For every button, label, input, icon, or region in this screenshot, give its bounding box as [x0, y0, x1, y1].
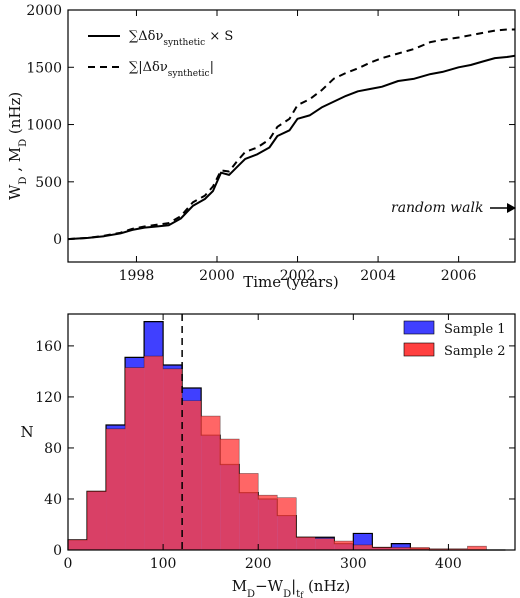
bar-sample-2	[68, 539, 88, 550]
bar-sample-2	[125, 367, 145, 550]
bottom-x-ticks: 0 100 200 300 400	[64, 314, 462, 572]
bar-sample-2	[277, 497, 297, 550]
random-walk-arrowhead	[507, 203, 516, 213]
top-chart: 0 500 1000 1500 2000 1998 2000 2002 2004 2006 ∑Δ…	[6, 3, 516, 291]
bottom-y-tick-label: 80	[44, 441, 62, 457]
bar-sample-2	[87, 491, 107, 550]
top-x-tick-label: 2004	[360, 268, 396, 284]
bottom-y-ticks: 0 40 80 120 160	[35, 339, 515, 559]
bottom-chart: 0 40 80 120 160 0 100 200 300 400 Sample 1 Sampl…	[20, 313, 516, 598]
top-x-axis-label: Time (years)	[243, 273, 339, 291]
bar-sample-2	[239, 473, 259, 550]
top-x-tick-label: 1998	[119, 268, 155, 284]
legend-label-solid: ∑Δδνsynthetic × S	[129, 29, 233, 48]
step-outline-sample-2	[67, 355, 506, 551]
bar-sample-2	[391, 547, 411, 550]
bar-sample-2	[163, 368, 183, 550]
bottom-x-axis-label: MD−WD|tf (nHz)	[232, 577, 351, 598]
bar-sample-2	[429, 548, 449, 550]
random-walk-label: random walk	[391, 200, 483, 216]
top-plot-frame	[67, 9, 516, 263]
bar-sample-2	[315, 538, 335, 550]
histogram-bars	[67, 321, 506, 551]
bar-sample-1	[391, 543, 411, 550]
bottom-y-tick-label: 120	[35, 390, 62, 406]
bottom-x-tick-label: 300	[340, 556, 367, 572]
bottom-x-tick-label: 200	[245, 556, 272, 572]
bar-sample-2	[258, 495, 278, 550]
bar-sample-2	[467, 546, 487, 550]
bottom-y-axis-label: N	[20, 423, 33, 441]
top-x-tick-label: 2006	[441, 268, 477, 284]
top-y-tick-label: 2000	[26, 3, 62, 19]
bottom-legend: Sample 1 Sample 2	[403, 320, 506, 359]
legend-label-dashed: ∑|Δδνsynthetic|	[129, 60, 214, 79]
top-y-axis-label: WD , MD (nHz)	[6, 92, 29, 200]
top-legend: ∑Δδνsynthetic × S ∑|Δδνsynthetic|	[88, 29, 233, 79]
top-y-tick-label: 1500	[26, 60, 62, 76]
top-y-tick-label: 0	[53, 232, 62, 248]
legend-swatch-sample-2	[403, 342, 435, 357]
random-walk-annotation: random walk	[391, 200, 516, 216]
bar-sample-2	[448, 548, 468, 550]
bar-sample-2	[372, 547, 392, 550]
bottom-x-tick-label: 0	[64, 556, 73, 572]
bottom-x-tick-label: 400	[435, 556, 462, 572]
bar-sample-2	[296, 537, 316, 550]
bar-sample-2	[201, 416, 221, 550]
bar-sample-2	[353, 544, 373, 550]
bottom-y-tick-label: 40	[44, 492, 62, 508]
bar-sample-2	[182, 400, 202, 550]
bar-sample-2	[220, 439, 240, 550]
series-line-signed-sum	[67, 54, 516, 241]
top-x-ticks: 1998 2000 2002 2004 2006	[119, 10, 477, 284]
top-x-tick-label: 2000	[199, 268, 235, 284]
bar-sample-2	[334, 541, 354, 550]
top-y-tick-label: 500	[35, 175, 62, 191]
legend-label-sample-1: Sample 1	[444, 322, 506, 337]
bar-sample-2	[144, 356, 164, 550]
top-x-tick-label: 2002	[280, 268, 316, 284]
legend-swatch-sample-1	[403, 320, 435, 335]
bar-sample-2	[410, 547, 430, 550]
bar-sample-2	[106, 428, 126, 550]
bottom-y-tick-label: 0	[53, 543, 62, 559]
bottom-y-tick-label: 160	[35, 339, 62, 355]
legend-label-sample-2: Sample 2	[444, 344, 506, 359]
top-y-ticks: 0 500 1000 1500 2000	[26, 3, 515, 248]
bottom-x-tick-label: 100	[150, 556, 177, 572]
bottom-plot-frame	[67, 313, 516, 551]
top-series-lines	[67, 28, 516, 241]
top-y-tick-label: 1000	[26, 118, 62, 134]
